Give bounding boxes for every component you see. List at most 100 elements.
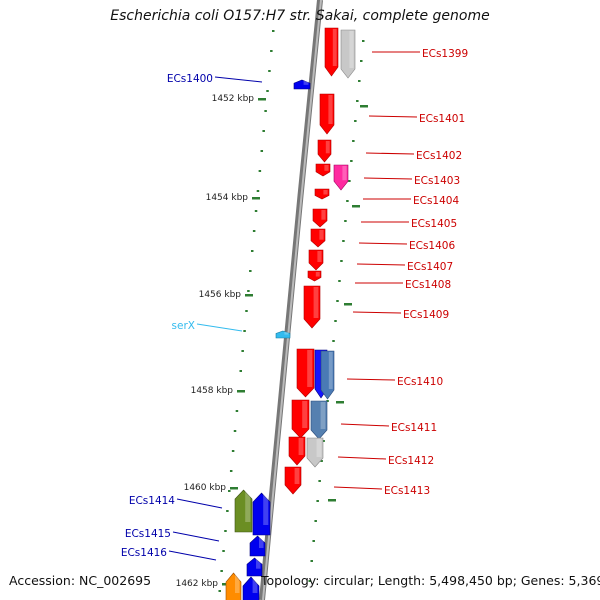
gene-label-ecs1414: ECs1414	[129, 495, 175, 507]
gene-label-ecs1416: ECs1416	[121, 547, 167, 559]
inner-tick-dot	[231, 450, 235, 452]
gene-arrow-ecs1403-shine	[342, 166, 347, 181]
gene-arrow-ecs1403-pair	[315, 163, 331, 177]
outer-kbp-tick	[352, 205, 360, 208]
inner-tick-dot	[264, 110, 267, 112]
inner-tick-dot	[235, 410, 239, 412]
inner-tick-dot	[241, 350, 244, 352]
gene-arrow-ecs1411	[291, 399, 310, 439]
gene-arrow-orange-shine	[235, 574, 240, 593]
outer-tick-dot	[340, 260, 343, 262]
gene-arrow-ecs1411-steel-shine	[320, 402, 326, 429]
inner-tick-dot	[250, 250, 254, 252]
gene-arrow-ecs1412	[288, 436, 306, 466]
gene-arrow-ecs1399	[324, 27, 339, 77]
gene-label-ecs1409: ECs1409	[403, 309, 449, 321]
gene-arrow-ecs1411-shine	[302, 401, 308, 428]
rna-arrow-serx-shine	[284, 332, 289, 335]
label-layer: 1452 kbp 1454 kbp 1456 kbp 1458 kbp 1460 kbp…	[121, 48, 468, 589]
outer-tick-dot	[336, 300, 339, 302]
accession-text: Accession: NC_002695	[9, 573, 152, 588]
outer-tick-dot	[320, 460, 323, 462]
gene-arrow-ecs1408-body	[307, 270, 322, 282]
inner-tick-dot	[266, 90, 269, 92]
inner-tick-dot	[233, 430, 237, 432]
rna-arrow-serx	[275, 330, 291, 339]
outer-tick-dot	[318, 480, 321, 482]
kbp-tick	[245, 294, 253, 297]
inner-tick-dot	[258, 170, 262, 172]
gene-label-ecs1399: ECs1399	[422, 48, 468, 60]
outer-tick-dot	[362, 40, 365, 42]
outer-kbp-tick	[336, 401, 344, 404]
gene-arrow-ecs1409-body	[303, 285, 321, 329]
leader-line-ecs1414	[176, 498, 223, 509]
gene-arrow-ecs1399-shine	[332, 29, 337, 66]
scale-label: 1452 kbp	[212, 94, 255, 104]
leader-line-ecs1401	[368, 115, 418, 118]
outer-tick-dot	[332, 340, 335, 342]
leader-line-ecs1406	[358, 242, 408, 245]
leader-line-ecs1411	[340, 423, 390, 427]
outer-tick-dot	[312, 540, 315, 542]
gene-arrow-ecs1403	[333, 164, 349, 191]
gene-arrow-ecs1410-steel-shine	[328, 352, 333, 389]
kbp-tick	[258, 98, 266, 101]
gene-arrow-ecs1404	[314, 188, 330, 200]
gene-arrow-ecs1410-steel	[320, 350, 335, 400]
gene-arrow-ecs1403-pair-body	[315, 163, 331, 177]
gene-arrow-ecs1406-shine	[319, 230, 324, 240]
inner-tick-dot	[226, 510, 229, 512]
gene-arrow-orange	[225, 572, 242, 600]
gene-arrow-ecs1416	[246, 557, 263, 577]
outer-kbp-tick	[328, 499, 336, 502]
gene-arrow-ecs1404-shine	[323, 190, 328, 195]
inner-tick-dot	[262, 130, 265, 132]
gene-arrow-ecs1414-olive-shine	[245, 491, 251, 522]
gene-label-ecs1401: ECs1401	[419, 113, 465, 125]
outer-tick-dot	[322, 440, 325, 442]
gene-arrow-ecs1400-shine	[303, 81, 309, 85]
scale-label: 1454 kbp	[206, 193, 249, 203]
gene-label-ecs1405: ECs1405	[411, 218, 457, 230]
leader-line-ecs1403	[363, 177, 413, 180]
leader-line-ecs1416	[168, 550, 217, 561]
gene-arrow-ecs1410-steel-body	[320, 350, 335, 400]
gene-label-ecs1415: ECs1415	[125, 528, 171, 540]
gene-arrow-ecs1402-shine	[325, 141, 330, 154]
gene-label-ecs1412: ECs1412	[388, 455, 434, 467]
gene-arrow-ecs1407	[308, 249, 324, 271]
gene-arrow-ecs1400-body	[293, 79, 311, 90]
gene-arrow-ecs1409-shine	[313, 287, 319, 318]
gene-arrow-ecs1412-shine	[298, 438, 304, 455]
gene-arrow-ecs1408	[307, 270, 322, 282]
gene-arrow-ecs1413-shine	[294, 468, 300, 484]
inner-tick-dot	[268, 70, 271, 72]
gene-arrow-ecs1401-body	[319, 93, 335, 135]
gene-label-ecs1403: ECs1403	[414, 175, 460, 187]
gene-arrow-ecs1399-pair-body	[340, 29, 356, 79]
gene-arrow-ecs1407-body	[308, 249, 324, 271]
kbp-tick	[237, 390, 245, 393]
inner-tick-dot	[260, 150, 264, 152]
inner-tick-dot	[254, 210, 258, 212]
gene-arrow-bottom-blue-shine	[252, 578, 258, 593]
inner-tick-dot	[229, 470, 233, 472]
leader-line-ecs1402	[365, 152, 415, 155]
backbone-highlight	[262, 0, 322, 600]
outer-tick-dot	[358, 80, 361, 82]
outer-tick-dot	[356, 100, 359, 102]
gene-arrow-ecs1401	[319, 93, 335, 135]
gene-label-ecs1411: ECs1411	[391, 422, 437, 434]
outer-tick-dot	[350, 160, 353, 162]
outer-kbp-tick	[344, 303, 352, 306]
gene-arrow-ecs1405	[312, 208, 328, 228]
gene-arrow-ecs1399-pair	[340, 29, 356, 79]
scale-label: 1462 kbp	[176, 579, 219, 589]
gene-label-ecs1410: ECs1410	[397, 376, 443, 388]
inner-tick-dot	[247, 290, 250, 292]
gene-arrow-ecs1401-shine	[328, 95, 333, 124]
gene-arrow-ecs1413-body	[284, 466, 302, 495]
gene-arrow-ecs1411-steel-body	[310, 400, 328, 440]
